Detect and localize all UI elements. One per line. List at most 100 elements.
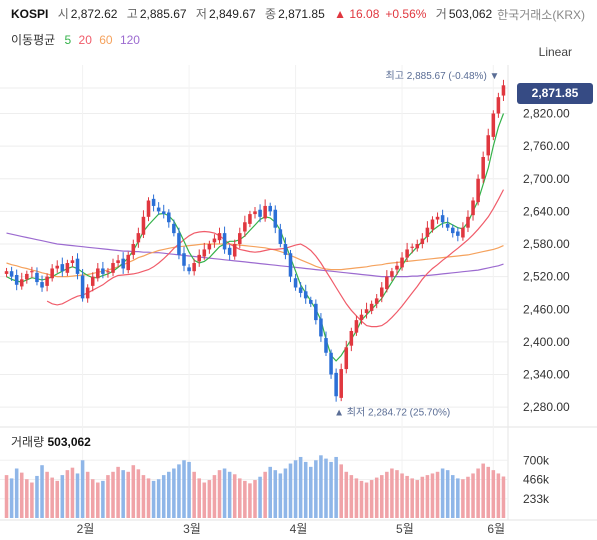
candle-body	[192, 263, 196, 272]
volume-bar	[19, 472, 24, 518]
volume-bar	[227, 471, 232, 518]
volume-bar	[288, 463, 293, 518]
ma-legend[interactable]: 이동평균 5 20 60 120	[11, 31, 144, 48]
volume-bar	[136, 469, 141, 518]
volume-bar	[156, 479, 161, 518]
close-label: 종	[265, 7, 277, 21]
volume-bar	[238, 478, 242, 518]
candle-body	[415, 244, 420, 249]
volume-bar	[415, 480, 420, 518]
volume-bar	[65, 470, 70, 518]
candle-body	[90, 276, 95, 286]
ma20-line	[46, 189, 505, 328]
volume-bar	[461, 479, 465, 518]
candle-body	[496, 97, 501, 114]
y-tick-label: 2,400.00	[523, 335, 570, 349]
y-tick-label: 2,520.00	[523, 270, 570, 284]
candle-body	[410, 246, 414, 248]
candle-body	[177, 233, 181, 255]
x-tick-label: 2월	[77, 522, 95, 536]
x-tick-label: 3월	[183, 522, 201, 536]
x-tick-label: 5월	[396, 522, 414, 536]
volume-bar	[339, 464, 343, 518]
candle-body	[430, 219, 435, 230]
candle-body	[298, 287, 303, 293]
volume-bar	[30, 482, 34, 518]
volume-tick-label: 233k	[523, 492, 550, 506]
candle-body	[146, 200, 151, 217]
volume-bar	[430, 473, 435, 518]
volume-bar	[146, 478, 151, 518]
volume-bar	[141, 475, 146, 518]
volume-bar	[496, 473, 501, 518]
candle-body	[4, 271, 9, 274]
candle-body	[278, 229, 283, 244]
volume-bar	[501, 476, 506, 518]
volume-bar	[243, 480, 247, 518]
y-tick-label: 2,340.00	[523, 368, 570, 382]
candle-body	[25, 273, 29, 280]
candle-body	[141, 216, 146, 235]
candle-body	[268, 205, 272, 212]
volume-tick-label: 466k	[523, 473, 550, 487]
volume-bar	[390, 468, 394, 518]
candle-body	[116, 260, 120, 264]
volume-bar	[40, 465, 44, 518]
candle-body	[349, 331, 354, 346]
volume-bar	[456, 478, 460, 518]
candle-body	[111, 263, 115, 273]
candle-body	[207, 244, 212, 250]
candle-body	[9, 271, 14, 277]
volume-bar	[445, 470, 450, 518]
high-annotation: 최고 2,885.67 (-0.48%) ▼	[386, 70, 500, 82]
volume-bar	[491, 470, 496, 518]
volume-bar	[314, 460, 318, 518]
volume-panel-label: 거래량	[11, 435, 45, 449]
candle-body	[151, 198, 156, 206]
volume-bar	[4, 475, 9, 518]
candle-body	[136, 233, 141, 243]
candle-body	[491, 113, 496, 137]
candle-body	[456, 231, 460, 236]
last-price-tag: 2,871.85	[517, 83, 593, 104]
volume-bar	[111, 471, 115, 518]
open-label: 시	[57, 7, 69, 21]
volume-bar	[55, 480, 60, 518]
volume-bar	[283, 468, 288, 518]
ma-period-20: 20	[78, 33, 92, 47]
open-value: 2,872.62	[70, 7, 118, 21]
volume-label: 거	[435, 7, 447, 21]
volume-bar	[450, 475, 455, 518]
candle-body	[435, 216, 440, 220]
volume-bar	[324, 458, 328, 518]
volume-bar	[268, 466, 272, 518]
volume-bar	[207, 480, 212, 518]
volume-bar	[486, 466, 491, 518]
high-value: 2,885.67	[139, 7, 187, 21]
candle-body	[395, 265, 399, 270]
volume-bar	[293, 460, 298, 518]
volume-bar	[217, 470, 222, 518]
candle-body	[217, 233, 222, 241]
candle-body	[50, 268, 54, 279]
candle-body	[309, 300, 313, 304]
candle-body	[364, 309, 369, 314]
candle-body	[161, 211, 166, 215]
candle-body	[222, 233, 227, 250]
candle-body	[75, 258, 80, 274]
y-tick-label: 2,760.00	[523, 139, 570, 153]
candle-body	[202, 249, 207, 257]
candle-body	[324, 338, 328, 353]
volume-bar	[425, 475, 430, 518]
candle-body	[420, 238, 425, 244]
candle-body	[101, 268, 105, 274]
change-value: ▲ 16.08	[334, 7, 380, 21]
volume-bar	[471, 473, 475, 518]
volume-bar	[466, 476, 470, 518]
candle-body	[319, 318, 323, 337]
scale-mode-toggle[interactable]: Linear	[538, 45, 572, 59]
volume-bar	[35, 475, 39, 518]
candle-body	[476, 178, 480, 203]
candle-body	[369, 303, 374, 311]
